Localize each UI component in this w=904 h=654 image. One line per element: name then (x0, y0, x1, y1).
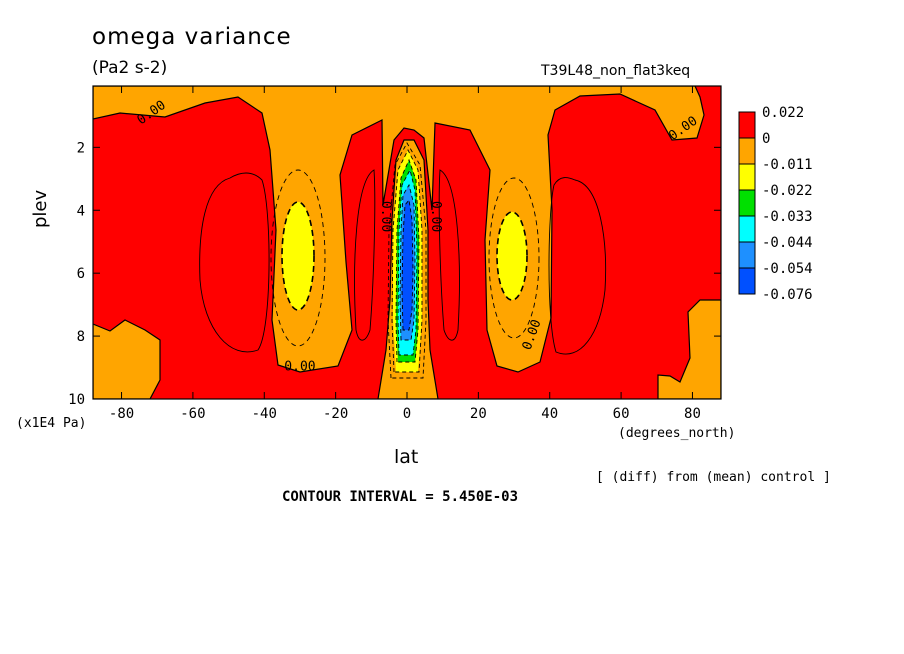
colorbar-label: -0.022 (762, 183, 813, 199)
colorbar-swatch (738, 267, 756, 295)
south-subtropical-outer-contour (270, 169, 326, 347)
x-axis-unit: (degrees_north) (618, 426, 736, 441)
colorbar-swatch (738, 163, 756, 191)
colorbar-label: -0.011 (762, 157, 813, 173)
near-zero-region-south (93, 319, 161, 399)
chart-units: (Pa2 s-2) (92, 58, 168, 78)
y-tick-label: 2 (77, 140, 85, 156)
colorbar-label: -0.033 (762, 209, 813, 225)
x-tick-label: 60 (613, 406, 630, 422)
x-tick-label: 0 (403, 406, 411, 422)
plot-area (93, 86, 721, 399)
colorbar-label: 0.022 (762, 105, 804, 121)
x-tick-label: -40 (252, 406, 277, 422)
equator-east-positive-contour (438, 169, 460, 341)
x-tick-label: -80 (109, 406, 134, 422)
y-tick-label: 8 (77, 329, 85, 345)
south-subtropical-contour (281, 201, 315, 311)
colorbar-label: 0 (762, 131, 770, 147)
x-tick-label: -60 (180, 406, 205, 422)
colorbar-label: -0.044 (762, 235, 813, 251)
near-zero-region-north (657, 299, 721, 399)
contour-label: 0.00 (378, 201, 393, 232)
y-axis: 2 4 6 8 10 (68, 140, 721, 408)
diff-note: [ (diff) from (mean) control ] (596, 470, 831, 485)
colorbar-swatch (738, 189, 756, 217)
colorbar-label: -0.054 (762, 261, 813, 277)
north-subtropical-outer-contour (488, 177, 540, 339)
x-axis: -80 -60 -40 -20 0 20 40 60 80 (109, 86, 701, 422)
near-zero-region-top (93, 86, 705, 373)
contour-interval: CONTOUR INTERVAL = 5.450E-03 (282, 489, 519, 505)
run-label: T39L48_non_flat3keq (541, 63, 691, 79)
contour-label: 0.00 (428, 201, 443, 232)
y-tick-label: 10 (68, 392, 85, 408)
colorbar: 0.022 0 -0.011 -0.022 -0.033 -0.044 -0.054 -0.0… (738, 105, 813, 303)
y-tick-label: 6 (77, 266, 85, 282)
y-axis-unit: (x1E4 Pa) (16, 416, 87, 431)
colorbar-swatch (738, 215, 756, 243)
x-tick-label: 20 (470, 406, 487, 422)
colorbar-label: -0.076 (762, 287, 813, 303)
north-positive-contour (548, 177, 607, 355)
chart-title: omega variance (92, 24, 292, 50)
x-tick-label: -20 (323, 406, 348, 422)
equator-west-positive-contour (354, 169, 376, 341)
equatorial-dashed-contours (387, 142, 427, 379)
colorbar-swatch (738, 137, 756, 165)
south-positive-contour (199, 172, 270, 353)
x-tick-label: 80 (684, 406, 701, 422)
x-tick-label: 40 (541, 406, 558, 422)
colorbar-swatch (738, 241, 756, 269)
north-subtropical-minimum (497, 212, 527, 300)
contour-label: 0.00 (284, 360, 315, 375)
south-subtropical-minimum (282, 202, 314, 310)
colorbar-swatch (738, 111, 756, 139)
y-tick-label: 4 (77, 203, 85, 219)
x-axis-label: lat (394, 446, 419, 468)
equatorial-deep-blue (402, 200, 413, 330)
